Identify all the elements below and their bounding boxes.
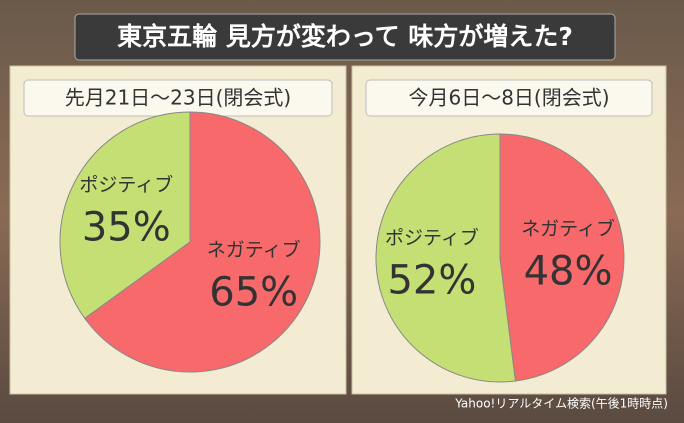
- slice-category: ネガティブ: [207, 238, 301, 261]
- title: 東京五輪 見方が変わって 味方が増えた?: [117, 22, 573, 51]
- source: Yahoo!リアルタイム検索(午後1時時点): [454, 397, 668, 411]
- title-banner: [74, 13, 616, 61]
- pie-slice: [84, 111, 321, 373]
- pie-title: 今月6日〜8日(閉会式): [408, 86, 609, 110]
- pie-slice: [59, 111, 191, 320]
- slice-value-label: 48%: [524, 249, 613, 295]
- pie-title: 先月21日〜23日(閉会式): [65, 86, 292, 110]
- slice-category: ポジティブ: [79, 173, 173, 196]
- slice-category: ネガティブ: [521, 217, 615, 240]
- slice-value-label: 35%: [82, 205, 171, 251]
- slice-category: ポジティブ: [385, 226, 479, 249]
- slice-value-label: 52%: [387, 257, 476, 303]
- panel-header: [365, 79, 653, 117]
- pie-slice: [375, 133, 517, 383]
- slice-value-label: 65%: [209, 269, 298, 315]
- pie-slice: [499, 133, 625, 382]
